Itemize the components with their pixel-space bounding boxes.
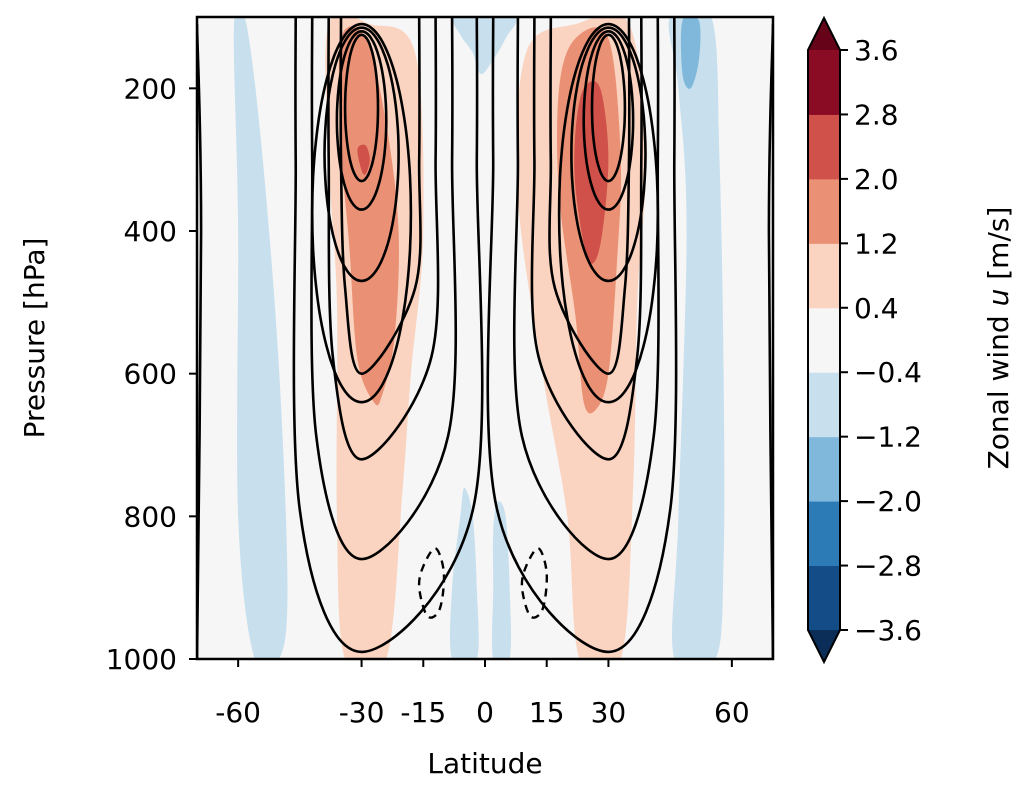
x-axis: -60 -30 -15 0 15 30 60 [215,659,750,729]
sh-jet-ring-3 [323,26,400,283]
colorbar-tick-label: 0.4 [854,292,899,325]
nh-jet-ring-2 [582,30,635,211]
colorbar-label-prefix: Zonal wind [982,306,1015,469]
y-tick-label: 400 [124,215,177,248]
y-axis-label: Pressure [hPa] [18,238,51,439]
sh-wind-contour-3 [310,17,458,561]
y-tick-label: 800 [124,500,177,533]
x-tick-label: 0 [476,696,494,729]
nh-wind-contour-1 [548,17,631,375]
y-tick-label: 600 [124,358,177,391]
low-equatorial-negative-south [449,487,479,659]
y-tick-label: 200 [124,72,177,105]
colorbar-segment [808,114,840,180]
y-tick-label: 1000 [106,643,177,676]
sh-wind-contour-1 [339,17,422,375]
colorbar-tick-label: −1.2 [854,421,922,454]
colorbar-extend-min [808,630,840,662]
dashed-negative-contour-2 [520,547,549,619]
colorbar-tick-label: 2.8 [854,98,899,131]
x-tick-label: -60 [215,696,261,729]
colorbar-tick-label: −3.6 [854,614,922,647]
y-axis: 200 400 600 800 1000 [106,72,197,676]
colorbar-tick-label: −2.8 [854,550,922,583]
sh-positive-max [357,144,370,175]
colorbar-segment [808,372,840,438]
x-tick-label: -15 [400,696,446,729]
sh-jet-ring-2 [335,30,388,211]
colorbar-segment [808,307,840,373]
x-tick-label: 60 [714,696,750,729]
line-contours [197,17,773,659]
colorbar-label: Zonal wind u [m/s] [982,207,1015,470]
plot-area [195,15,775,661]
nh-negative-core [680,17,701,89]
upper-equatorial-negative [452,17,517,75]
colorbar-segment [808,50,840,115]
colorbar-tick-label: 2.0 [854,163,899,196]
nh-negative-band [668,17,725,659]
colorbar-tick-label: −2.0 [854,485,922,518]
x-tick-label: -30 [339,696,385,729]
sh-jet-ring-1 [343,33,380,183]
colorbar-segment [808,243,840,309]
nh-wind-contour-4 [486,17,678,654]
colorbar-segment [808,501,840,567]
sh-wind-contour-4 [292,17,484,654]
x-axis-label: Latitude [427,747,542,780]
colorbar-tick-label: 3.6 [854,34,899,67]
sh-negative-band [233,17,288,659]
colorbar: 3.6 2.8 2.0 1.2 0.4 −0.4 −1.2 −2.0 −2.8 −3.6 [807,15,922,665]
x-tick-label: 15 [529,696,565,729]
nh-wind-contour-2 [530,17,643,461]
sh-positive-core [338,26,399,406]
colorbar-tick-label: −0.4 [854,356,922,389]
colorbar-extend-max [808,18,840,50]
nh-jet-ring-4 [557,22,660,404]
nh-jet-ring-1 [590,33,627,183]
nh-wind-contour-3 [512,17,660,561]
colorbar-segment [808,178,840,244]
colorbar-tick-label: 1.2 [854,227,899,260]
colorbar-label-units: [m/s] [982,207,1015,289]
colorbar-segment [808,565,840,631]
dashed-negative-contour-1 [417,547,446,619]
sh-wind-contour-2 [327,17,440,461]
x-tick-label: 30 [591,696,627,729]
colorbar-segment [808,436,840,502]
colorbar-label-variable: u [982,289,1015,307]
